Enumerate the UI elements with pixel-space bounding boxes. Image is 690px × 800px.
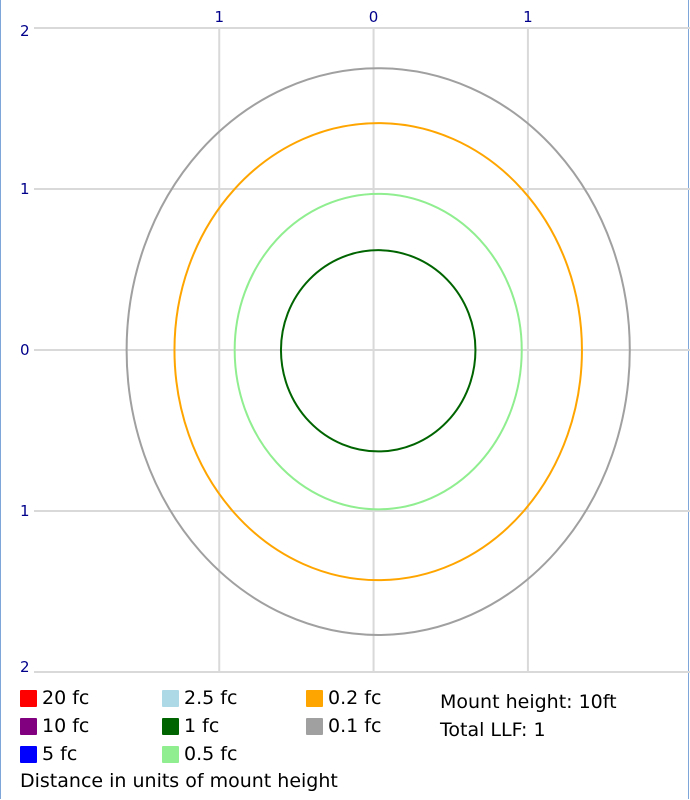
contour-lines — [125, 67, 631, 636]
legend-swatch — [162, 717, 179, 735]
contour-0-2-fc — [173, 122, 583, 582]
legend-item: 1 fc — [162, 713, 219, 739]
legend-item: 10 fc — [20, 713, 89, 739]
grid — [34, 27, 690, 673]
contour-0-5-fc — [233, 192, 523, 511]
x-tick-label: 1 — [214, 8, 224, 26]
legend-swatch — [20, 717, 37, 735]
legend-label: 0.2 fc — [328, 687, 382, 709]
contour-1-fc — [279, 249, 477, 453]
y-tick-label: 2 — [20, 22, 30, 40]
legend-swatch — [306, 717, 323, 735]
legend-swatch — [162, 689, 179, 707]
legend-swatch — [162, 745, 179, 763]
legend-swatch — [306, 689, 323, 707]
axis-caption: Distance in units of mount height — [20, 770, 338, 792]
legend-swatch — [20, 689, 37, 707]
isofootcandle-plot: 1 0 1 2 1 0 1 2 — [20, 8, 690, 676]
legend-item: 2.5 fc — [162, 685, 237, 711]
y-tick-label: 0 — [20, 341, 30, 359]
legend-item: 0.2 fc — [306, 685, 381, 711]
x-tick-label: 1 — [523, 8, 533, 26]
legend-item: 20 fc — [20, 685, 89, 711]
legend-label: 0.5 fc — [184, 743, 238, 765]
legend-label: 5 fc — [42, 743, 78, 765]
legend-label: 2.5 fc — [184, 687, 238, 709]
y-tick-label: 2 — [20, 658, 30, 676]
contour-0-1-fc — [125, 67, 631, 636]
legend-label: 0.1 fc — [328, 715, 382, 737]
legend-label: 20 fc — [42, 687, 90, 709]
total-llf-label: Total LLF: 1 — [440, 719, 546, 741]
mount-height-label: Mount height: 10ft — [440, 691, 617, 713]
legend-label: 10 fc — [42, 715, 90, 737]
legend: 20 fc 10 fc 5 fc 2.5 fc 1 fc 0.5 fc 0.2 fc 0.1 … — [20, 685, 440, 769]
legend-item: 0.1 fc — [306, 713, 381, 739]
y-tick-label: 1 — [20, 180, 30, 198]
info-panel: Mount height: 10ft Total LLF: 1 — [440, 688, 617, 744]
legend-label: 1 fc — [184, 715, 220, 737]
axis-ticks: 1 0 1 2 1 0 1 2 — [20, 8, 533, 676]
legend-item: 5 fc — [20, 741, 77, 767]
x-tick-label: 0 — [369, 8, 379, 26]
y-tick-label: 1 — [20, 502, 30, 520]
legend-swatch — [20, 745, 37, 763]
legend-item: 0.5 fc — [162, 741, 237, 767]
